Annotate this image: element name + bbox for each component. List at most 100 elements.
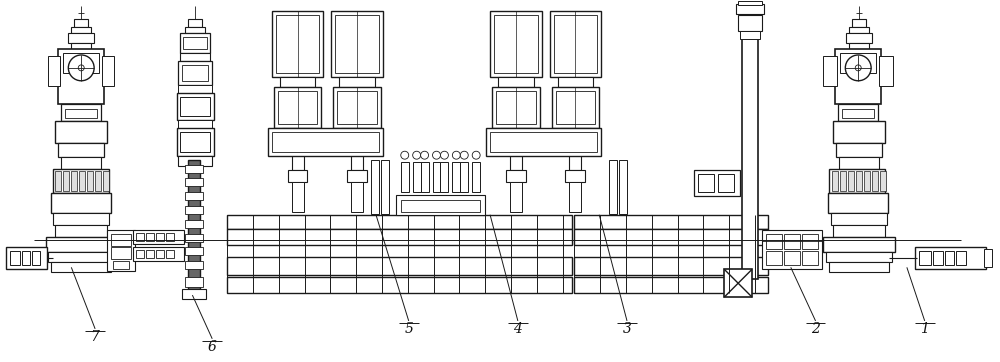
Bar bbox=[32, 252, 40, 265]
Bar bbox=[945, 252, 954, 265]
Bar bbox=[188, 19, 202, 27]
Bar bbox=[95, 171, 101, 191]
Bar bbox=[185, 233, 203, 241]
Bar bbox=[146, 251, 154, 258]
Bar bbox=[87, 171, 93, 191]
Bar bbox=[864, 171, 870, 191]
Bar bbox=[848, 171, 854, 191]
Bar bbox=[136, 251, 144, 258]
Circle shape bbox=[855, 65, 861, 71]
Bar bbox=[919, 252, 931, 265]
Bar bbox=[331, 11, 383, 77]
Bar bbox=[71, 171, 77, 191]
Bar bbox=[736, 4, 764, 14]
Bar bbox=[185, 248, 203, 256]
Bar bbox=[609, 160, 617, 214]
Bar bbox=[371, 160, 379, 214]
Bar bbox=[272, 11, 323, 77]
Bar bbox=[337, 91, 377, 125]
Bar bbox=[846, 33, 872, 43]
Bar bbox=[510, 138, 522, 170]
Bar bbox=[178, 156, 212, 166]
Bar bbox=[506, 170, 526, 182]
Bar bbox=[828, 193, 888, 213]
Bar bbox=[486, 129, 601, 156]
Bar bbox=[574, 215, 768, 229]
Bar bbox=[6, 248, 47, 269]
Bar bbox=[341, 129, 373, 138]
Bar bbox=[61, 157, 101, 169]
Circle shape bbox=[421, 151, 429, 159]
Bar bbox=[413, 162, 421, 192]
Bar bbox=[984, 249, 992, 267]
Bar bbox=[460, 162, 468, 192]
Bar bbox=[872, 171, 878, 191]
Bar bbox=[185, 192, 203, 200]
Bar bbox=[268, 129, 383, 156]
Bar bbox=[55, 171, 61, 191]
Bar bbox=[550, 11, 601, 77]
Bar bbox=[278, 91, 317, 125]
Bar bbox=[185, 165, 203, 173]
Bar bbox=[915, 248, 986, 269]
Bar bbox=[58, 143, 104, 157]
Bar bbox=[490, 11, 542, 77]
Text: 5: 5 bbox=[404, 322, 413, 336]
Bar bbox=[784, 233, 800, 249]
Bar bbox=[48, 56, 60, 86]
Bar bbox=[166, 233, 174, 240]
Bar bbox=[102, 56, 114, 86]
Bar bbox=[51, 262, 111, 272]
Circle shape bbox=[349, 130, 365, 146]
Bar bbox=[569, 138, 581, 170]
Bar bbox=[433, 162, 440, 192]
Bar bbox=[784, 252, 800, 265]
Bar bbox=[183, 37, 207, 49]
Bar bbox=[274, 87, 321, 129]
Bar bbox=[766, 252, 782, 265]
Bar bbox=[823, 56, 837, 86]
Bar bbox=[185, 178, 203, 186]
Bar bbox=[133, 248, 184, 261]
Bar bbox=[10, 252, 20, 265]
Bar bbox=[835, 49, 881, 104]
Bar bbox=[227, 215, 572, 229]
Bar bbox=[339, 77, 375, 87]
Bar bbox=[156, 233, 164, 240]
Bar bbox=[178, 61, 212, 85]
Bar bbox=[156, 251, 164, 258]
Bar bbox=[490, 132, 597, 152]
Bar bbox=[351, 182, 363, 212]
Bar bbox=[560, 129, 591, 138]
Bar bbox=[63, 53, 99, 73]
Bar bbox=[802, 233, 818, 249]
Bar bbox=[227, 277, 572, 293]
Bar bbox=[856, 171, 862, 191]
Bar bbox=[836, 143, 882, 157]
Bar bbox=[569, 182, 581, 212]
Bar bbox=[146, 233, 154, 240]
Bar bbox=[74, 19, 88, 27]
Bar bbox=[178, 85, 212, 93]
Bar bbox=[178, 121, 212, 129]
Circle shape bbox=[413, 151, 421, 159]
Bar bbox=[401, 200, 480, 212]
Circle shape bbox=[452, 151, 460, 159]
Bar bbox=[496, 91, 536, 125]
Bar bbox=[500, 129, 532, 138]
Bar bbox=[22, 252, 30, 265]
Bar bbox=[111, 233, 131, 245]
Bar bbox=[826, 252, 892, 262]
Bar bbox=[574, 277, 768, 293]
Bar bbox=[180, 132, 210, 152]
Bar bbox=[347, 170, 367, 182]
Circle shape bbox=[401, 151, 409, 159]
Circle shape bbox=[472, 151, 480, 159]
Bar bbox=[185, 261, 203, 269]
Bar bbox=[103, 171, 109, 191]
Bar bbox=[823, 237, 895, 252]
Bar bbox=[762, 230, 822, 269]
Bar bbox=[574, 229, 768, 244]
Text: 4: 4 bbox=[513, 322, 522, 336]
Bar bbox=[956, 252, 966, 265]
